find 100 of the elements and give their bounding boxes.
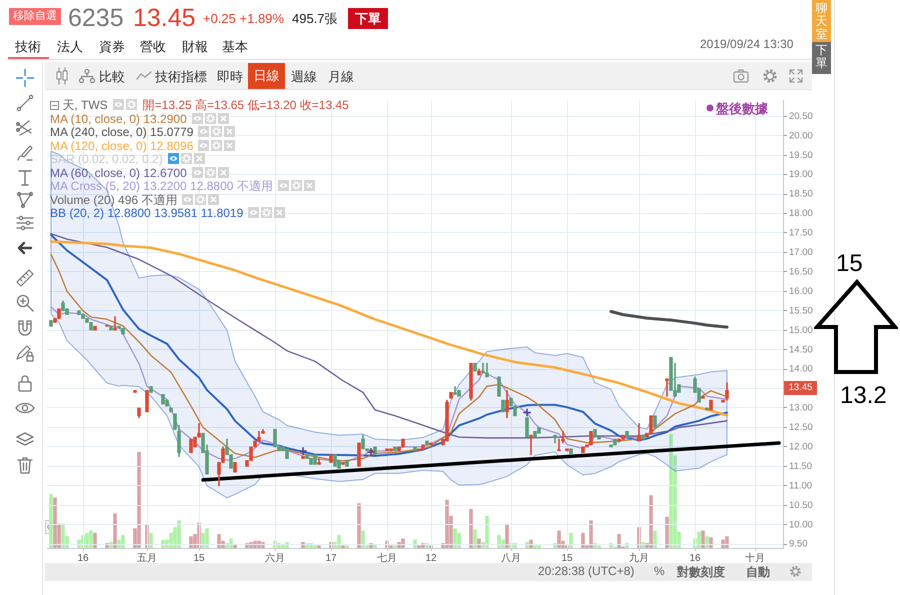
bar (453, 528, 457, 548)
y-tick-label: 19.50 (789, 150, 813, 161)
text: 13.2 (840, 382, 887, 410)
text: MA (240, close, 0) 15.0779 (50, 125, 194, 139)
y-tick-label: 11.50 (789, 460, 812, 472)
bar (161, 540, 165, 548)
text: 495.7張 (292, 10, 338, 27)
bar (341, 545, 345, 548)
y-tick-label: 10.50 (789, 500, 813, 511)
bar (665, 516, 669, 548)
annotation: 開=13.25 高=13.65 低=13.20 收=13.45 (142, 98, 349, 112)
bar (397, 542, 401, 548)
y-tick-label: 14.50 (789, 344, 813, 356)
y-tick-label: 11.00 (789, 480, 812, 492)
y-tick-label: 20.00 (789, 130, 813, 142)
series-label: BB (20, 2) 12.8800 13.9581 11.8019 (50, 206, 244, 220)
bar (205, 528, 209, 548)
bar (649, 495, 653, 548)
y-tick-label: 17.50 (789, 228, 813, 239)
bar (597, 545, 601, 548)
text: 營收 (140, 38, 166, 56)
bar (721, 540, 725, 548)
bar (177, 520, 181, 548)
bar (189, 536, 193, 548)
bar (337, 535, 341, 548)
text: 15 (836, 250, 863, 278)
y-tick-label: 18.00 (789, 208, 813, 220)
x-tick-label: 15 (193, 552, 205, 564)
bar (469, 508, 473, 548)
candlestick (529, 434, 533, 455)
bar (709, 537, 713, 548)
bar (113, 513, 117, 548)
x-tick-label: 七月 (377, 552, 397, 564)
candlestick (557, 438, 561, 452)
bar (357, 503, 361, 548)
bar (137, 452, 141, 548)
bar (313, 545, 317, 548)
bar (641, 542, 645, 548)
bar (653, 530, 657, 548)
bar (569, 532, 573, 548)
bar (401, 538, 405, 548)
y-tick-label: 13.00 (789, 402, 813, 414)
y-tick-label: 15.00 (789, 324, 813, 336)
text: 技術指標 (155, 68, 207, 86)
bar (497, 535, 501, 548)
x-tick-label: 16 (77, 552, 89, 564)
text: 20:28:38 (UTC+8) (538, 564, 634, 578)
text: 月線 (328, 68, 354, 86)
text: MA (10, close, 0) 13.2900 (50, 112, 187, 126)
annotation: 盤後數據 (716, 100, 768, 118)
bar (317, 545, 321, 548)
bar (389, 545, 393, 548)
text: 下單 (814, 43, 828, 70)
bar (537, 545, 541, 548)
bar (529, 540, 533, 548)
bar (393, 545, 397, 548)
bar (417, 545, 421, 548)
bar (49, 494, 53, 548)
bar (217, 534, 221, 548)
y-tick-label: 16.00 (789, 286, 813, 297)
y-tick-label: 10.00 (789, 519, 813, 530)
x-tick-label: 八月 (501, 552, 521, 564)
bar (725, 536, 729, 548)
text: 財報 (182, 38, 208, 56)
text: 自動 (746, 564, 770, 581)
annotation: + (366, 444, 376, 461)
bar (477, 538, 481, 548)
text: 移除自選 (9, 8, 61, 25)
chart-title: 天, TWS (61, 98, 108, 112)
x-tick-label: 17 (325, 552, 337, 564)
text: 比較 (99, 68, 125, 86)
y-tick-label: 9.50 (789, 538, 808, 550)
bar (121, 535, 125, 548)
x-tick-label: 15 (561, 552, 573, 564)
bar (697, 532, 701, 548)
text: MA (120, close, 0) 12.8096 (50, 138, 194, 152)
y-tick-label: 12.00 (789, 441, 813, 452)
text: 下單 (348, 8, 388, 29)
candlestick (113, 316, 117, 331)
x-tick-label: 16 (689, 552, 701, 564)
text: 法人 (57, 38, 83, 56)
bar (149, 532, 153, 548)
y-tick-label: 15.50 (789, 305, 813, 316)
bar (589, 520, 593, 548)
bar (229, 538, 233, 548)
y-tick-label: 19.00 (789, 169, 813, 180)
text: 資券 (99, 38, 125, 56)
bar (617, 534, 621, 548)
bar (93, 532, 97, 548)
text: 週線 (291, 68, 317, 86)
y-tick-label: 16.50 (789, 266, 813, 278)
y-tick-label: 20.50 (789, 110, 813, 122)
bar (301, 542, 305, 548)
text: 即時 (217, 68, 243, 86)
bar (285, 542, 289, 548)
y-tick-label: 17.00 (789, 247, 813, 258)
x-tick-label: 五月 (137, 552, 157, 564)
bar (61, 524, 65, 548)
bar (109, 542, 113, 548)
text: 日線 (248, 63, 285, 89)
